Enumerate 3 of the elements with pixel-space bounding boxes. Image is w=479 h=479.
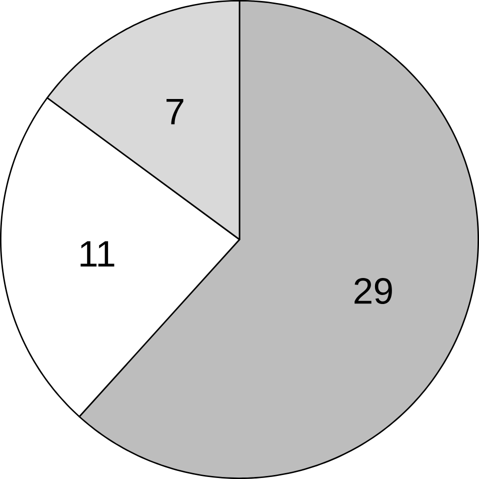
data-label: 7 bbox=[166, 98, 184, 124]
data-label: 11 bbox=[80, 241, 114, 266]
data-label: 29 bbox=[354, 278, 392, 304]
